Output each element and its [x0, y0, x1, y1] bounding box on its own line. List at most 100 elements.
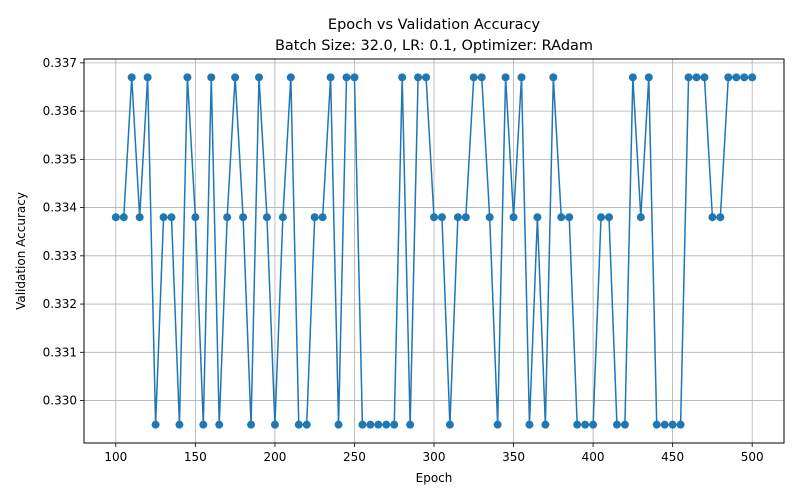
y-axis-label: Validation Accuracy	[14, 192, 28, 310]
data-point	[748, 73, 757, 82]
data-point	[414, 73, 423, 82]
data-point	[119, 213, 128, 222]
data-point	[557, 213, 566, 222]
x-tick-label: 200	[263, 450, 286, 464]
series-layer	[111, 73, 757, 429]
data-point	[724, 73, 733, 82]
data-point	[239, 213, 248, 222]
data-point	[477, 73, 486, 82]
data-point	[620, 420, 629, 429]
data-point	[597, 213, 606, 222]
x-tick-label: 350	[502, 450, 525, 464]
data-point	[127, 73, 136, 82]
y-tick-label: 0.332	[43, 297, 77, 311]
data-point	[445, 420, 454, 429]
data-point	[294, 420, 303, 429]
data-point	[692, 73, 701, 82]
data-point	[517, 73, 526, 82]
data-point	[581, 420, 590, 429]
data-point	[565, 213, 574, 222]
y-tick-label: 0.330	[43, 394, 77, 408]
data-point	[159, 213, 168, 222]
data-point	[732, 73, 741, 82]
data-point	[461, 213, 470, 222]
data-point	[485, 213, 494, 222]
data-point	[310, 213, 319, 222]
data-point	[700, 73, 709, 82]
data-point	[358, 420, 367, 429]
data-point	[382, 420, 391, 429]
data-point	[644, 73, 653, 82]
y-tick-label: 0.337	[43, 56, 77, 70]
chart-subtitle: Batch Size: 32.0, LR: 0.1, Optimizer: RA…	[275, 38, 593, 54]
data-point	[533, 213, 542, 222]
data-point	[469, 73, 478, 82]
x-tick-label: 150	[184, 450, 207, 464]
data-point	[660, 420, 669, 429]
data-point	[223, 213, 232, 222]
data-point	[589, 420, 598, 429]
x-tick-label: 250	[343, 450, 366, 464]
data-point	[167, 213, 176, 222]
data-point	[684, 73, 693, 82]
data-point	[716, 213, 725, 222]
x-tick-label: 100	[104, 450, 127, 464]
data-point	[183, 73, 192, 82]
data-point	[605, 213, 613, 222]
data-point	[708, 213, 717, 222]
data-point	[676, 420, 685, 429]
y-tick-label: 0.336	[43, 104, 77, 118]
data-point	[501, 73, 510, 82]
data-point	[453, 213, 462, 222]
data-point	[247, 420, 256, 429]
data-point	[374, 420, 383, 429]
data-point	[636, 213, 645, 222]
data-point	[350, 73, 359, 82]
data-point	[549, 73, 558, 82]
data-point	[422, 73, 431, 82]
data-point	[398, 73, 407, 82]
data-point	[270, 420, 279, 429]
x-tick-label: 300	[423, 450, 446, 464]
x-tick-label: 500	[741, 450, 764, 464]
data-point	[318, 213, 327, 222]
x-tick-label: 450	[661, 450, 684, 464]
data-point	[628, 73, 637, 82]
y-tick-label: 0.333	[43, 249, 77, 263]
data-point	[286, 73, 295, 82]
data-point	[191, 213, 200, 222]
data-point	[668, 420, 677, 429]
data-point	[509, 213, 518, 222]
axes: 100 150 200 250 300 350 400 450 500 0.330 0.331 0.3…	[43, 56, 764, 464]
x-axis-label: Epoch	[416, 471, 453, 485]
data-point	[262, 213, 271, 222]
data-point	[302, 420, 311, 429]
data-point	[207, 73, 216, 82]
data-point	[278, 213, 287, 222]
data-point	[135, 213, 144, 222]
data-point	[326, 73, 335, 82]
data-point	[215, 420, 224, 429]
plot-frame	[83, 58, 785, 444]
data-point	[652, 420, 661, 429]
x-tick-label: 400	[582, 450, 605, 464]
data-point	[231, 73, 240, 82]
data-point	[366, 420, 375, 429]
data-point	[573, 420, 582, 429]
data-point	[143, 73, 152, 82]
data-point	[175, 420, 184, 429]
data-point	[255, 73, 263, 82]
data-point	[493, 420, 502, 429]
data-point	[111, 213, 120, 222]
data-point	[406, 420, 415, 429]
y-tick-label: 0.331	[43, 345, 77, 359]
data-point	[525, 420, 534, 429]
data-point	[541, 420, 550, 429]
chart-title: Epoch vs Validation Accuracy	[328, 17, 541, 33]
data-point	[740, 73, 749, 82]
data-point	[151, 420, 160, 429]
data-point	[612, 420, 621, 429]
y-tick-label: 0.334	[43, 201, 77, 215]
data-point	[390, 420, 399, 429]
